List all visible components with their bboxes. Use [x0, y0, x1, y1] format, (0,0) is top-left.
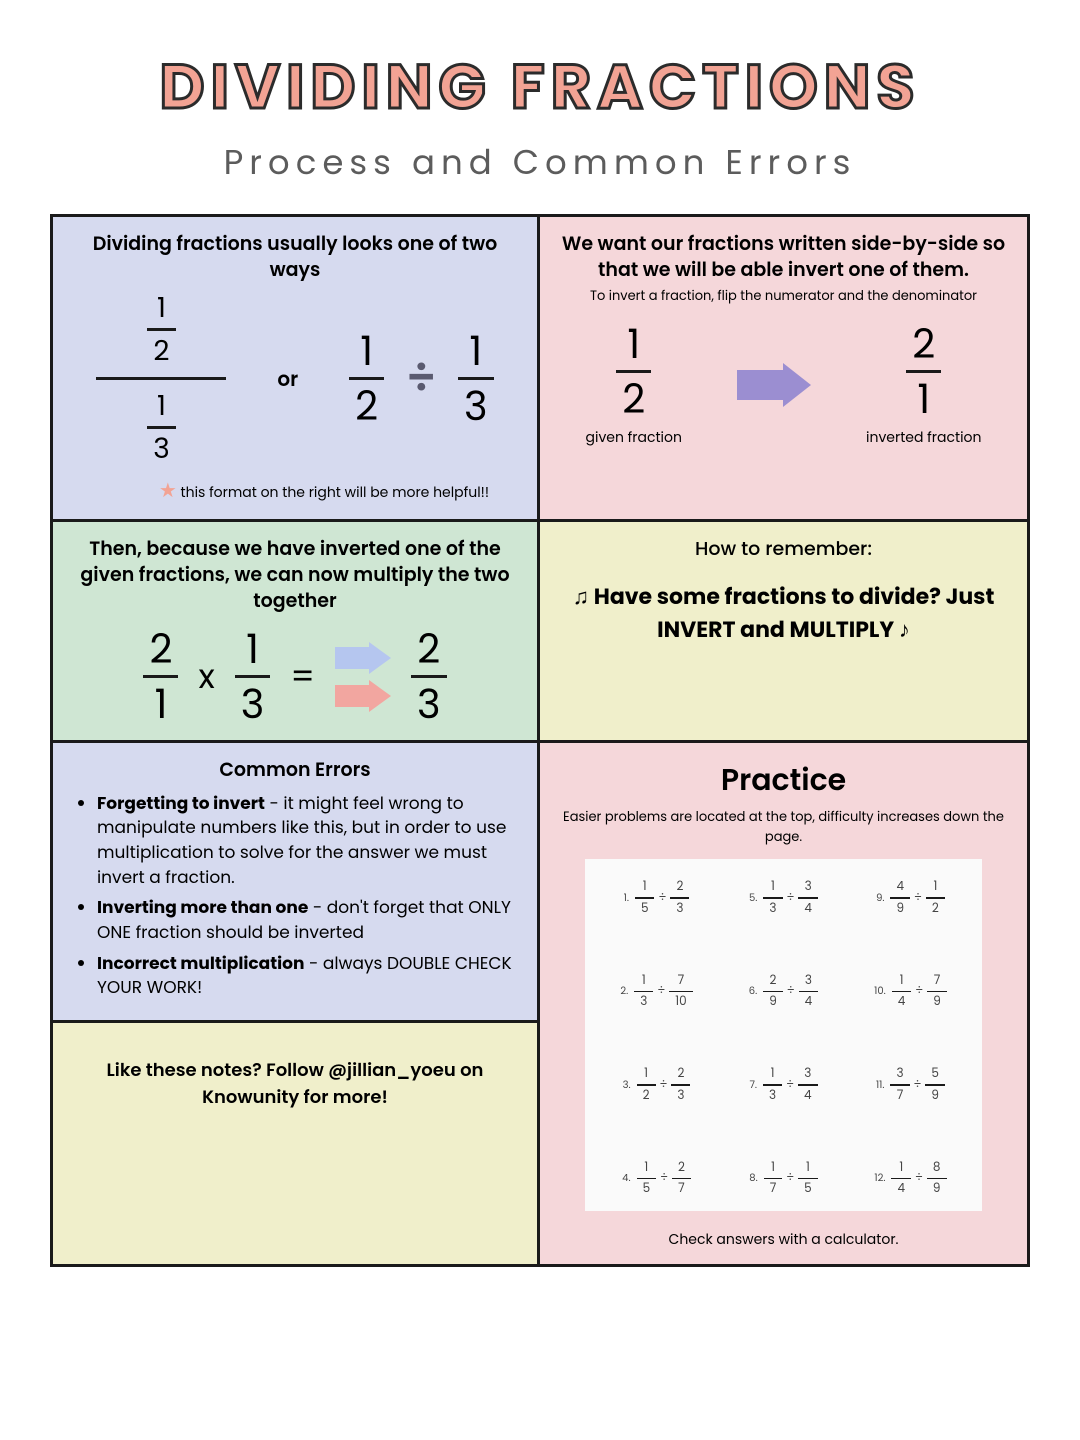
error-list: Forgetting to invert - it might feel wro… [71, 791, 519, 1000]
practice-problem: 5.13÷34 [720, 879, 847, 917]
practice-problem: 2.13÷710 [593, 973, 720, 1011]
cell1-note: this format on the right will be more he… [181, 482, 489, 502]
practice-sheet: 1.15÷235.13÷349.49÷12 2.13÷7106.29÷3410.1… [585, 859, 982, 1211]
given-label: given fraction [586, 427, 682, 448]
practice-problem: 4.15÷27 [593, 1160, 720, 1198]
cell2-heading: We want our fractions written side-by-si… [558, 231, 1009, 282]
arrow-pink-icon [335, 680, 391, 712]
divide-icon: ÷ [406, 344, 436, 413]
practice-problem: 7.13÷34 [720, 1066, 847, 1104]
inverted-label: inverted fraction [866, 427, 981, 448]
cell5-heading: Common Errors [71, 757, 519, 783]
practice-problem: 9.49÷12 [847, 879, 974, 917]
practice-problem: 8.17÷15 [720, 1160, 847, 1198]
error-item: Forgetting to invert - it might feel wro… [97, 791, 519, 890]
result-fraction: 23 [411, 627, 447, 726]
cell-invert: We want our fractions written side-by-si… [540, 217, 1027, 522]
practice-heading: Practice [558, 757, 1009, 803]
practice-sub: Easier problems are located at the top, … [558, 807, 1009, 847]
practice-problem: 10.14÷79 [847, 973, 974, 1011]
error-item: Incorrect multiplication - always DOUBLE… [97, 951, 519, 1000]
practice-problem: 6.29÷34 [720, 973, 847, 1011]
page-subtitle: Process and Common Errors [50, 137, 1030, 188]
cell4-heading: How to remember: [558, 536, 1009, 562]
inverted-fraction: 21 [906, 322, 941, 421]
cell-multiply: Then, because we have inverted one of th… [53, 522, 540, 743]
music-note-icon: ♪ [899, 614, 910, 645]
follow-text: Like these notes? Follow @jillian_yoeu o… [107, 1058, 484, 1110]
infographic-grid: Dividing fractions usually looks one of … [50, 214, 1030, 1267]
cell-remember: How to remember: ♫ Have some fractions t… [540, 522, 1027, 743]
page-title: DIVIDING FRACTIONS [50, 40, 1030, 133]
practice-problem: 1.15÷23 [593, 879, 720, 917]
fraction-a: 12 [349, 329, 384, 428]
cell1-heading: Dividing fractions usually looks one of … [71, 231, 519, 282]
or-label: or [277, 364, 298, 394]
star-icon: ★ [159, 476, 177, 504]
fraction-b: 13 [458, 329, 494, 428]
remember-text: Have some fractions to divide? Just INVE… [594, 581, 995, 645]
stacked-fraction: 12 13 [96, 292, 226, 465]
cell-two-ways: Dividing fractions usually looks one of … [53, 217, 540, 522]
cell-practice: Practice Easier problems are located at … [540, 743, 1027, 1264]
arrow-icon [737, 363, 811, 407]
arrow-blue-icon [335, 642, 391, 674]
equals-icon: = [290, 651, 315, 702]
given-fraction: 12 [616, 322, 651, 421]
cell3-heading: Then, because we have inverted one of th… [71, 536, 519, 613]
cell-common-errors: Common Errors Forgetting to invert - it … [53, 743, 540, 1023]
cell-follow: Like these notes? Follow @jillian_yoeu o… [53, 1023, 540, 1264]
music-note-icon: ♫ [573, 581, 594, 612]
error-item: Inverting more than one - don't forget t… [97, 895, 519, 944]
times-icon: x [198, 651, 214, 702]
practice-problem: 12.14÷89 [847, 1160, 974, 1198]
practice-check: Check answers with a calculator. [558, 1229, 1009, 1250]
practice-problem: 11.37÷59 [847, 1066, 974, 1104]
cell2-sub: To invert a fraction, flip the numerator… [558, 286, 1009, 306]
practice-problem: 3.12÷23 [593, 1066, 720, 1104]
